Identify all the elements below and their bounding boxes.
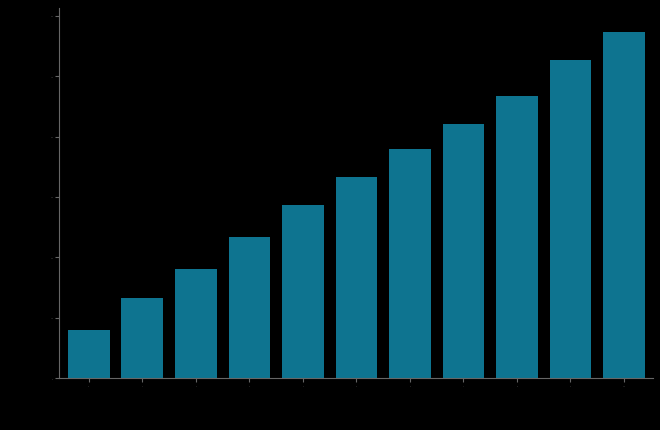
Bar <box>228 238 270 378</box>
Bar <box>282 206 324 378</box>
Bar <box>121 298 163 378</box>
Bar <box>68 330 110 378</box>
Bar <box>389 149 431 378</box>
Bar <box>443 125 484 378</box>
Bar <box>335 178 378 378</box>
Bar <box>550 61 591 378</box>
Bar <box>496 97 538 378</box>
Bar <box>603 33 645 378</box>
Bar <box>175 270 216 378</box>
